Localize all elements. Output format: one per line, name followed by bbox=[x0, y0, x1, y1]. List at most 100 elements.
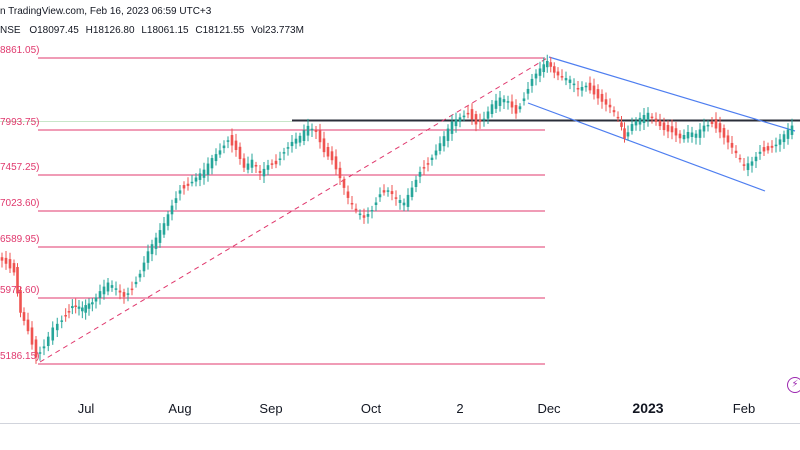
candle-body bbox=[60, 320, 64, 322]
candle-body bbox=[64, 315, 67, 317]
candle-body bbox=[214, 154, 218, 162]
candle bbox=[518, 103, 522, 113]
candle bbox=[122, 288, 126, 304]
candle-body bbox=[450, 121, 454, 134]
candle bbox=[386, 187, 390, 197]
candle-body bbox=[422, 167, 426, 169]
candle bbox=[454, 112, 458, 133]
candle bbox=[490, 99, 494, 118]
candle-body bbox=[198, 173, 202, 180]
candle-body bbox=[230, 135, 234, 146]
candle-body bbox=[486, 111, 490, 119]
candle-body bbox=[766, 146, 770, 151]
candle bbox=[318, 123, 322, 149]
candle bbox=[286, 142, 290, 156]
candle bbox=[774, 137, 778, 153]
candle bbox=[450, 114, 454, 141]
candle bbox=[426, 157, 430, 172]
candle bbox=[608, 98, 612, 114]
candle bbox=[572, 78, 576, 93]
candle bbox=[718, 116, 722, 139]
candle bbox=[242, 153, 246, 172]
candle-body bbox=[114, 288, 118, 290]
candle-body bbox=[218, 150, 222, 155]
candle-body bbox=[654, 118, 658, 122]
candle bbox=[758, 144, 762, 160]
candle bbox=[182, 181, 186, 195]
candle-body bbox=[718, 123, 722, 133]
candle-body bbox=[286, 147, 290, 149]
candle bbox=[198, 168, 202, 187]
candle-body bbox=[362, 215, 366, 218]
candle-body bbox=[482, 118, 486, 121]
candle bbox=[600, 89, 604, 109]
candle bbox=[338, 161, 342, 185]
fib-label: 8861.05) bbox=[0, 45, 39, 56]
candle bbox=[166, 210, 170, 231]
candle-body bbox=[250, 159, 254, 168]
candle bbox=[642, 108, 646, 130]
fib-label: 7457.25) bbox=[0, 162, 39, 173]
candle bbox=[362, 208, 366, 224]
candle-body bbox=[682, 135, 686, 140]
candle bbox=[334, 149, 338, 176]
source-line: n TradingView.com, Feb 16, 2023 06:59 UT… bbox=[0, 6, 212, 17]
candle-body bbox=[46, 336, 50, 347]
candle bbox=[526, 82, 530, 100]
candle-body bbox=[458, 117, 462, 122]
candle bbox=[162, 216, 166, 238]
candle-body bbox=[434, 150, 438, 156]
lightning-icon[interactable]: ⚡ bbox=[787, 377, 800, 393]
candle bbox=[74, 298, 77, 314]
candle-body bbox=[670, 126, 674, 133]
chart-header: n TradingView.com, Feb 16, 2023 06:59 UT… bbox=[0, 0, 800, 40]
candle bbox=[538, 61, 542, 83]
candle-body bbox=[710, 121, 714, 124]
candle bbox=[190, 175, 194, 187]
candle-body bbox=[438, 143, 442, 151]
candle-body bbox=[222, 145, 226, 149]
open-value: O18097.45 bbox=[29, 25, 79, 36]
candle-body bbox=[634, 120, 638, 126]
candle bbox=[67, 304, 71, 319]
candle-body bbox=[730, 142, 734, 148]
candle bbox=[60, 315, 64, 329]
candle bbox=[638, 112, 642, 132]
fib-label: 5186.15) bbox=[0, 351, 39, 362]
candle bbox=[51, 321, 55, 345]
candle bbox=[366, 207, 370, 224]
candle bbox=[16, 263, 19, 297]
candle bbox=[402, 198, 406, 212]
candle bbox=[588, 76, 592, 94]
candle-body bbox=[638, 117, 642, 125]
candle bbox=[470, 103, 474, 125]
candle bbox=[584, 82, 588, 92]
candle bbox=[545, 54, 549, 73]
candle-body bbox=[366, 214, 370, 217]
candle bbox=[580, 81, 584, 97]
candle-body bbox=[190, 181, 194, 184]
candle-body bbox=[81, 307, 84, 312]
candle-body bbox=[560, 76, 564, 78]
candle-body bbox=[502, 99, 506, 103]
candle-body bbox=[596, 89, 600, 99]
candle bbox=[4, 251, 8, 270]
candle bbox=[158, 223, 162, 248]
candle-body bbox=[478, 119, 482, 122]
candle bbox=[434, 144, 438, 160]
candle bbox=[71, 299, 74, 315]
candle bbox=[382, 184, 386, 196]
candle-body bbox=[294, 138, 298, 144]
candle-body bbox=[282, 152, 286, 154]
candle bbox=[702, 118, 706, 138]
candle-body bbox=[686, 131, 690, 139]
candle-body bbox=[750, 161, 754, 166]
fib-label: 6589.95) bbox=[0, 234, 39, 245]
candle-body bbox=[310, 128, 314, 131]
candle-body bbox=[410, 187, 414, 198]
candle-body bbox=[642, 115, 646, 123]
candle bbox=[34, 335, 38, 364]
candle-body bbox=[262, 168, 266, 177]
candle-body bbox=[534, 73, 538, 79]
